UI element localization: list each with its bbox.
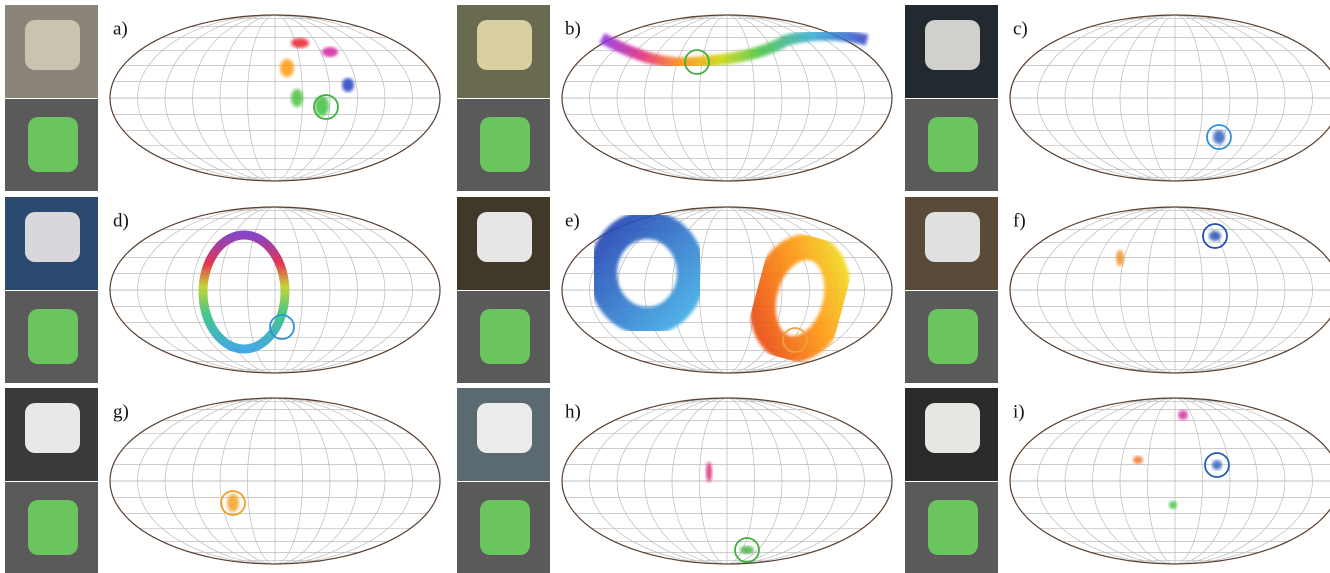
distribution xyxy=(602,35,867,63)
photo-overlay-object xyxy=(28,500,78,555)
panel: e) xyxy=(457,197,892,383)
distribution xyxy=(342,78,354,92)
photo-object xyxy=(477,403,532,453)
photo-object xyxy=(925,20,980,70)
photo-overlay-object xyxy=(928,500,978,555)
panel: d) xyxy=(5,197,440,383)
distribution xyxy=(280,59,294,77)
photo-overlay-object xyxy=(28,117,78,172)
photo-object xyxy=(477,212,532,262)
photo-overlay-object xyxy=(480,117,530,172)
distribution xyxy=(1169,501,1177,509)
photo-overlay-object xyxy=(928,117,978,172)
figure: a) b) c) d) e) f) g) h) i) xyxy=(0,0,1330,573)
distribution xyxy=(203,235,285,349)
distribution xyxy=(1178,410,1188,420)
panel-label: g) xyxy=(113,401,129,422)
distribution xyxy=(1212,460,1222,470)
distribution xyxy=(322,47,338,57)
photo-overlay-object xyxy=(480,500,530,555)
distribution xyxy=(1209,231,1221,241)
photo-object xyxy=(925,212,980,262)
photo-object xyxy=(25,403,80,453)
panel-label: i) xyxy=(1013,401,1025,422)
page: a)b)c)d)e)f)g)h)i) (() => { const data =… xyxy=(0,0,1330,573)
panel-label: h) xyxy=(565,401,581,422)
distribution xyxy=(291,89,303,107)
panel: c) xyxy=(905,5,1330,191)
panel-label: f) xyxy=(1013,210,1026,231)
photo-overlay-object xyxy=(480,309,530,364)
panel-label: d) xyxy=(113,210,129,231)
photo-object xyxy=(477,20,532,70)
panel: b) xyxy=(457,5,892,191)
panel: h) xyxy=(457,388,892,573)
panel-label: c) xyxy=(1013,18,1028,39)
photo-object xyxy=(925,403,980,453)
panel-label: a) xyxy=(113,18,128,39)
distribution xyxy=(706,462,712,482)
distribution xyxy=(740,546,754,554)
photo-overlay-object xyxy=(928,309,978,364)
panel: a) xyxy=(5,5,440,191)
panel-label: e) xyxy=(565,210,580,231)
panel-label: b) xyxy=(565,18,581,39)
photo-overlay-object xyxy=(28,309,78,364)
photo-object xyxy=(25,212,80,262)
panel: i) xyxy=(905,388,1330,573)
distribution xyxy=(1133,456,1143,464)
distribution xyxy=(227,494,239,512)
panel: g) xyxy=(5,388,440,573)
photo-object xyxy=(25,20,80,70)
distribution xyxy=(1213,130,1225,144)
distribution xyxy=(1116,250,1124,266)
distribution xyxy=(752,238,848,357)
panel: f) xyxy=(905,197,1330,383)
distribution xyxy=(291,38,309,48)
